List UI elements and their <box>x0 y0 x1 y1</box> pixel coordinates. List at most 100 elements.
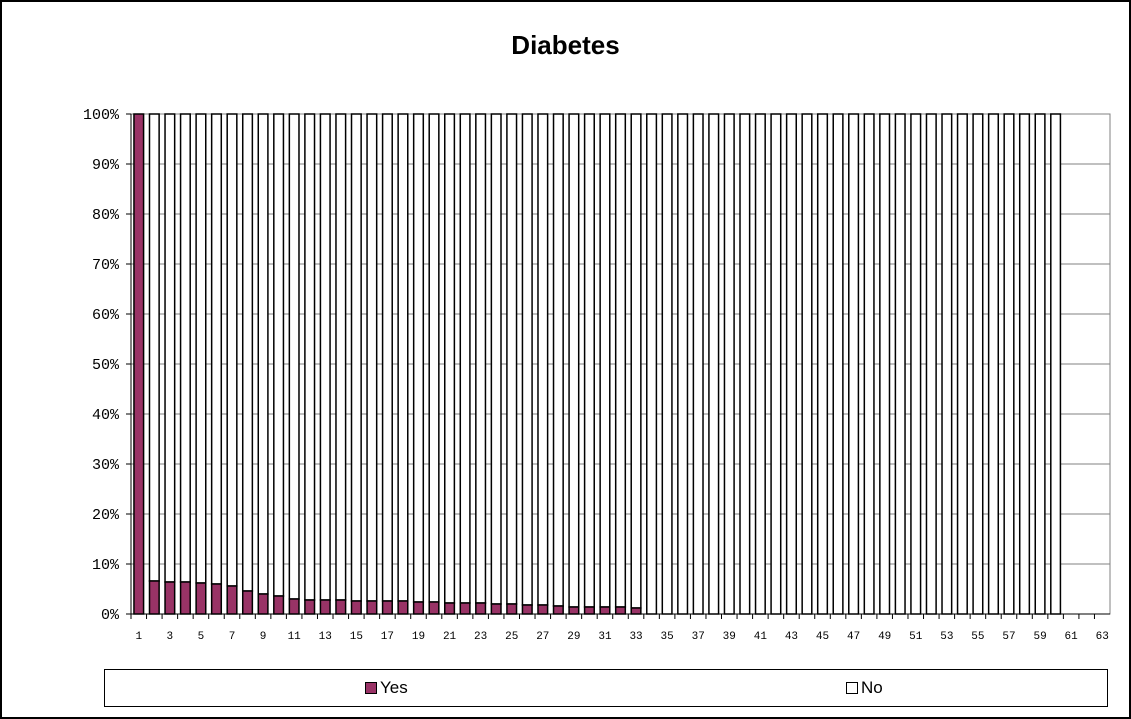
bar-no <box>894 113 906 615</box>
bar-no <box>210 113 223 585</box>
bar-yes <box>366 600 378 615</box>
legend-swatch-yes <box>365 682 377 694</box>
bar-no <box>428 113 440 603</box>
x-tick-label: 33 <box>629 631 642 643</box>
bar-no <box>366 113 378 602</box>
x-tick-label: 25 <box>505 631 518 643</box>
y-tick-label: 30% <box>92 457 120 474</box>
bar-yes <box>568 606 580 615</box>
x-tick-label: 43 <box>785 631 798 643</box>
x-tick-label: 23 <box>474 631 487 643</box>
x-tick-label: 27 <box>536 631 549 643</box>
x-tick-label: 51 <box>909 631 923 643</box>
bar-no <box>164 113 176 583</box>
x-tick-label: 13 <box>319 631 332 643</box>
x-tick-label: 1 <box>135 631 142 643</box>
x-tick-label: 45 <box>816 631 829 643</box>
bar-no <box>568 113 580 608</box>
bar-yes <box>443 602 456 615</box>
bar-no <box>661 113 673 615</box>
bar-no <box>475 113 487 604</box>
bar-no <box>397 113 409 602</box>
bar-yes <box>490 603 502 615</box>
bar-yes <box>226 585 238 615</box>
bar-no <box>412 113 425 603</box>
bar-no <box>506 113 518 605</box>
bar-yes <box>614 606 627 615</box>
bar-no <box>816 113 829 615</box>
x-tick-label: 61 <box>1065 631 1079 643</box>
bar-no <box>987 113 1000 615</box>
bar-no <box>241 113 254 592</box>
x-tick-label: 49 <box>878 631 891 643</box>
x-tick-label: 19 <box>412 631 425 643</box>
bar-no <box>785 113 798 615</box>
bar-no <box>879 113 891 615</box>
bar-no <box>801 113 813 615</box>
x-tick-label: 59 <box>1033 631 1046 643</box>
bar-yes <box>195 582 207 615</box>
x-tick-label: 21 <box>443 631 457 643</box>
bar-yes <box>210 583 223 615</box>
bar-yes <box>164 581 176 615</box>
bar-no <box>630 113 642 609</box>
y-tick-label: 50% <box>92 357 120 374</box>
bar-no <box>863 113 875 615</box>
bar-no <box>490 113 502 605</box>
x-tick-label: 35 <box>661 631 674 643</box>
bar-yes <box>475 602 487 615</box>
bar-no <box>459 113 471 604</box>
bar-yes <box>133 113 145 615</box>
x-tick-label: 17 <box>381 631 394 643</box>
bar-no <box>335 113 347 601</box>
y-axis: 0% 10% 20% 30% 40% 50% 60% 70% 80% 90% 100% <box>83 107 131 624</box>
bar-yes <box>552 605 564 615</box>
x-tick-label: 31 <box>598 631 612 643</box>
bar-no <box>925 113 937 615</box>
legend-swatch-no <box>846 682 858 694</box>
bar-no <box>381 113 393 602</box>
y-tick-label: 80% <box>92 207 120 224</box>
bar-yes <box>521 604 533 615</box>
x-tick-label: 29 <box>567 631 580 643</box>
bar-yes <box>241 590 254 615</box>
bar-no <box>614 113 627 608</box>
x-tick-label: 3 <box>167 631 174 643</box>
legend-label-yes: Yes <box>380 678 408 697</box>
bar-yes <box>412 601 425 615</box>
bar-no <box>941 113 953 615</box>
bar-no <box>521 113 533 606</box>
y-tick-label: 100% <box>83 107 120 124</box>
y-tick-label: 20% <box>92 507 120 524</box>
bar-no <box>443 113 456 604</box>
x-tick-label: 57 <box>1002 631 1015 643</box>
legend-label-no: No <box>861 678 883 697</box>
x-tick-label: 63 <box>1096 631 1109 643</box>
chart-title: Diabetes <box>511 30 620 60</box>
bar-yes <box>148 580 160 615</box>
bar-yes <box>350 600 362 615</box>
bar-no <box>848 113 860 615</box>
x-tick-label: 11 <box>288 631 302 643</box>
bar-no <box>179 113 191 583</box>
bar-yes <box>179 581 191 615</box>
bar-no <box>770 113 782 615</box>
y-tick-label: 60% <box>92 307 120 324</box>
bars <box>133 113 1062 615</box>
bar-yes <box>428 601 440 615</box>
bar-yes <box>257 593 269 615</box>
bar-no <box>972 113 984 615</box>
bar-yes <box>599 606 611 615</box>
y-tick-label: 40% <box>92 407 120 424</box>
bar-yes <box>630 607 642 615</box>
bar-no <box>195 113 207 584</box>
bar-no <box>708 113 720 615</box>
bar-no <box>739 113 751 615</box>
x-tick-label: 47 <box>847 631 860 643</box>
bar-no <box>677 113 689 615</box>
bar-no <box>537 113 549 606</box>
x-axis: 1 3 5 7 9 11 13 15 17 19 21 23 25 27 29 31 33 35 37 39 41 43 4… <box>130 114 1110 643</box>
y-tick-label: 0% <box>101 607 120 624</box>
bar-no <box>1018 113 1031 615</box>
